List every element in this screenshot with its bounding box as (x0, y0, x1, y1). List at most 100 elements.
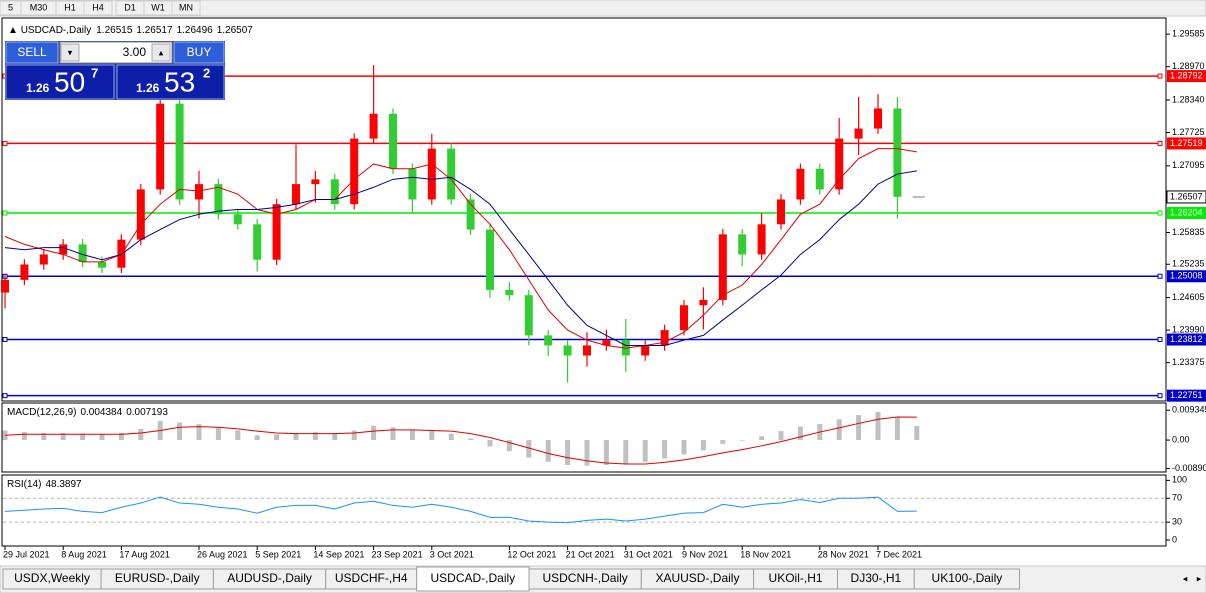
timeframe-label[interactable]: 5 (8, 2, 13, 12)
candle-body (136, 189, 145, 240)
y-tick-label: 70 (1172, 493, 1182, 503)
x-tick-label: 7 Dec 2021 (876, 549, 922, 559)
level-anchor (2, 140, 8, 146)
level-anchor (1157, 393, 1163, 399)
level-anchor (1157, 140, 1163, 146)
macd-bar (60, 433, 66, 441)
level-label: 1.25008 (1170, 271, 1203, 281)
buy-button[interactable] (173, 41, 225, 64)
tab-label[interactable]: USDCNH-,Daily (542, 571, 627, 585)
rsi-name: RSI(14) (7, 479, 41, 490)
tab-label[interactable]: UKOil-,H1 (769, 571, 823, 585)
lot-increase[interactable] (151, 43, 171, 62)
tab-scroll-right[interactable]: ▸ (1197, 573, 1202, 583)
tab-label[interactable]: DJ30-,H1 (851, 571, 902, 585)
macd-bar (312, 432, 318, 441)
macd-bar (468, 438, 474, 441)
candle-body (583, 345, 591, 356)
x-tick-label: 14 Sep 2021 (313, 549, 364, 559)
x-tick-label: 18 Nov 2021 (740, 549, 791, 559)
candle-body (718, 234, 727, 300)
x-tick-label: 31 Oct 2021 (624, 549, 673, 559)
timeframe-button[interactable] (171, 0, 201, 16)
level-anchor (2, 337, 8, 343)
candle-body (777, 199, 785, 225)
header-close: 1.26507 (217, 25, 254, 36)
sell-button[interactable] (5, 41, 59, 64)
buy-price-box[interactable] (116, 64, 225, 100)
tab-label[interactable]: USDCHF-,H4 (335, 571, 408, 585)
timeframe-label[interactable]: D1 (124, 2, 136, 12)
timeframe-label[interactable]: H4 (92, 2, 104, 12)
macd-bar (196, 424, 202, 441)
macd-name: MACD(12,26,9) (7, 407, 76, 418)
current-price-bg (1166, 190, 1206, 204)
macd-bar (118, 433, 124, 441)
level-label: 1.28792 (1170, 70, 1203, 80)
timeframe-label[interactable]: W1 (151, 2, 165, 12)
tab[interactable] (913, 568, 1020, 590)
candle-body (78, 244, 87, 262)
timeframe-label[interactable]: M30 (30, 2, 48, 12)
macd-bar (623, 440, 629, 465)
buy-label[interactable]: BUY (187, 45, 212, 59)
tab-label[interactable]: EURUSD-,Daily (115, 571, 200, 585)
lot-field[interactable] (59, 41, 173, 64)
y-tick-label: 30 (1172, 517, 1182, 527)
macd-bar (894, 417, 900, 441)
candle-body (563, 345, 572, 356)
x-tick-label: 3 Oct 2021 (430, 549, 474, 559)
level-label-bg (1167, 70, 1206, 83)
level-anchor (1157, 273, 1163, 279)
macd-bar (80, 433, 86, 441)
tab-active[interactable] (416, 566, 530, 592)
buy-price-sup: 2 (203, 65, 210, 80)
tab-label[interactable]: UK100-,Daily (932, 571, 1003, 585)
macd-bar (2, 430, 8, 441)
level-label-bg (1167, 389, 1206, 402)
timeframe-label[interactable]: H1 (64, 2, 76, 12)
macd-bar (700, 440, 706, 451)
candle-body (427, 148, 436, 200)
macd-bar (215, 427, 221, 441)
candle-body (214, 184, 223, 215)
macd-bar (875, 411, 881, 441)
tabs: USDX,Weekly EURUSD-,Daily AUDUSD-,Daily USD… (2, 566, 1020, 592)
tab-label[interactable]: USDX,Weekly (14, 571, 90, 585)
timeframe-label[interactable]: MN (179, 2, 193, 12)
candle-body (408, 168, 417, 200)
rsi-header: RSI(14) 48.3897 (7, 479, 82, 490)
lot-value[interactable]: 3.00 (123, 45, 147, 59)
macd-bar (235, 430, 241, 441)
rsi-panel (1, 474, 1167, 547)
y-tick-label: 1.23375 (1172, 357, 1205, 367)
buy-price-main: 53 (164, 66, 195, 97)
y-tick-label: 0 (1172, 534, 1177, 544)
macd-bar (836, 419, 842, 441)
macd-bar (662, 440, 668, 459)
candle-body (835, 138, 844, 190)
tab-scroll-left[interactable]: ◂ (1183, 573, 1188, 583)
lot-decrease[interactable] (60, 43, 80, 62)
header-low: 1.26496 (177, 25, 214, 36)
level-anchor (2, 393, 8, 399)
candle-body (660, 330, 669, 346)
macd-bar (642, 440, 648, 462)
macd-bar (99, 434, 105, 441)
tab-label[interactable]: AUDUSD-,Daily (227, 571, 312, 585)
sell-price-box[interactable] (5, 64, 115, 100)
macd-bar (681, 440, 687, 455)
y-tick-label: 1.25235 (1172, 259, 1205, 269)
timeframe-button[interactable] (83, 0, 113, 16)
candle-body (680, 305, 688, 331)
level-label: 1.26204 (1170, 207, 1203, 217)
rsi-value: 48.3897 (45, 479, 82, 490)
toolbar (0, 0, 1206, 17)
rsi-line (4, 496, 917, 524)
candle-body (505, 289, 514, 296)
sell-label[interactable]: SELL (17, 45, 47, 59)
macd-bar (254, 435, 260, 441)
tab-label[interactable]: USDCAD-,Daily (431, 571, 516, 585)
x-tick-label: 8 Aug 2021 (61, 549, 107, 559)
tab-label[interactable]: XAUUSD-,Daily (655, 571, 739, 585)
